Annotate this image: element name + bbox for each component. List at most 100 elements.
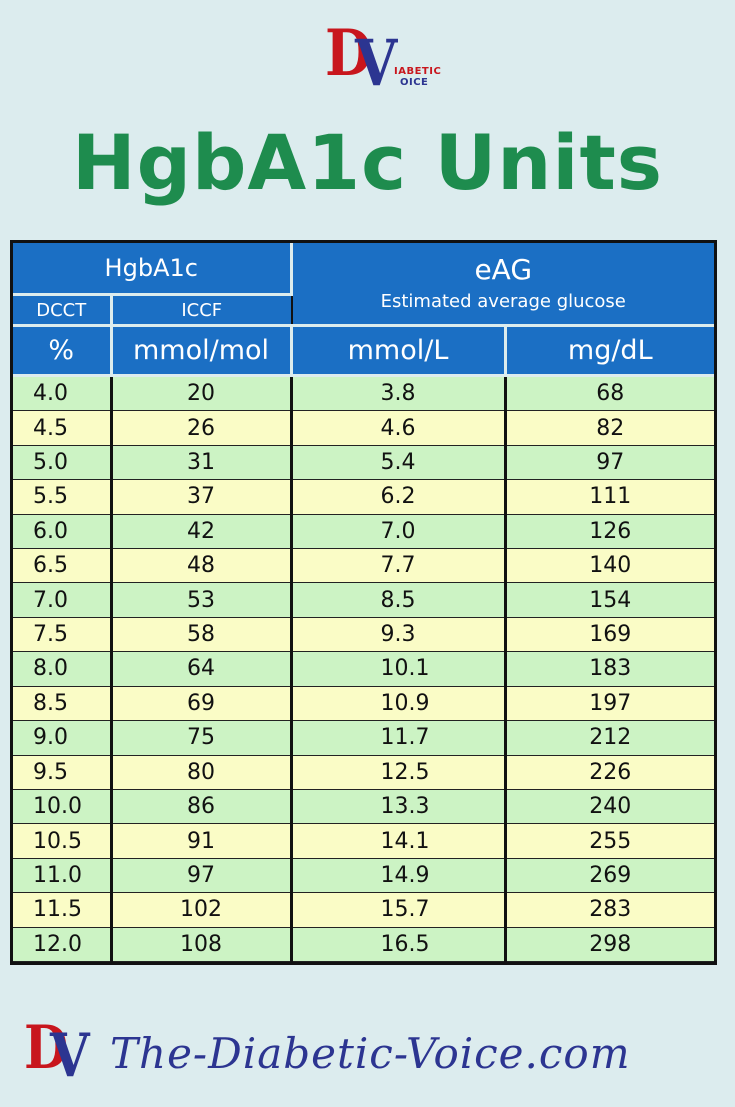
table-row: 11.5 102 15.7 283 [13, 892, 715, 928]
cell-eag-mg-dl: 97 [505, 445, 715, 481]
table-row: 4.0 20 3.8 68 [13, 375, 715, 412]
cell-hba1c-mmol-mol: 37 [111, 479, 293, 515]
cell-hba1c-mmol-mol: 20 [111, 375, 293, 412]
header-eag-title: eAG [474, 253, 533, 286]
footer-logo: D V [24, 1018, 104, 1090]
table-row: 11.0 97 14.9 269 [13, 858, 715, 894]
cell-hba1c-mmol-mol: 97 [111, 858, 293, 894]
unit-percent: % [13, 325, 113, 377]
cell-hba1c-percent: 4.0 [13, 375, 113, 412]
header-eag-subtitle: Estimated average glucose [380, 291, 626, 312]
cell-hba1c-percent: 10.0 [13, 789, 113, 825]
cell-eag-mg-dl: 169 [505, 617, 715, 653]
cell-hba1c-mmol-mol: 48 [111, 548, 293, 584]
cell-hba1c-mmol-mol: 108 [111, 927, 293, 963]
units-table: HgbA1c eAG Estimated average glucose DCC… [13, 243, 715, 963]
cell-eag-mg-dl: 212 [505, 720, 715, 756]
cell-eag-mg-dl: 68 [505, 375, 715, 412]
cell-hba1c-percent: 6.0 [13, 514, 113, 550]
unit-mmol-mol: mmol/mol [111, 325, 293, 377]
cell-eag-mmol-l: 11.7 [291, 720, 507, 756]
table-row: 5.0 31 5.4 97 [13, 445, 715, 481]
cell-hba1c-percent: 5.5 [13, 479, 113, 515]
cell-eag-mmol-l: 7.0 [291, 514, 507, 550]
table-row: 8.5 69 10.9 197 [13, 686, 715, 722]
cell-hba1c-percent: 4.5 [13, 410, 113, 446]
unit-mmol-l: mmol/L [291, 325, 507, 377]
cell-hba1c-mmol-mol: 75 [111, 720, 293, 756]
cell-hba1c-percent: 11.5 [13, 892, 113, 928]
table-body: 4.0 20 3.8 68 4.5 26 4.6 82 5.0 31 5.4 97 5.5 37 6.2 11… [13, 375, 715, 963]
table-row: 12.0 108 16.5 298 [13, 927, 715, 963]
cell-hba1c-mmol-mol: 64 [111, 651, 293, 687]
cell-eag-mmol-l: 13.3 [291, 789, 507, 825]
table-row: 9.0 75 11.7 212 [13, 720, 715, 756]
table-row: 5.5 37 6.2 111 [13, 479, 715, 515]
cell-eag-mmol-l: 14.1 [291, 823, 507, 859]
site-url: The-Diabetic-Voice.com [110, 1029, 631, 1078]
diabetic-voice-logo: D V IABETIC OICE [325, 16, 441, 106]
cell-eag-mg-dl: 82 [505, 410, 715, 446]
cell-eag-mmol-l: 8.5 [291, 582, 507, 618]
cell-hba1c-percent: 7.5 [13, 617, 113, 653]
cell-eag-mg-dl: 111 [505, 479, 715, 515]
units-table-frame: HgbA1c eAG Estimated average glucose DCC… [10, 240, 717, 965]
cell-hba1c-mmol-mol: 42 [111, 514, 293, 550]
table-row: 7.5 58 9.3 169 [13, 617, 715, 653]
logo-letter-v: V [355, 26, 398, 101]
header-iccf: ICCF [111, 294, 291, 327]
cell-eag-mmol-l: 14.9 [291, 858, 507, 894]
table-row: 10.0 86 13.3 240 [13, 789, 715, 825]
cell-hba1c-percent: 12.0 [13, 927, 113, 963]
cell-hba1c-mmol-mol: 80 [111, 755, 293, 790]
unit-mg-dl: mg/dL [505, 325, 715, 377]
table-row: 8.0 64 10.1 183 [13, 651, 715, 687]
cell-eag-mmol-l: 5.4 [291, 445, 507, 481]
header-eag: eAG Estimated average glucose [291, 243, 715, 327]
table-row: 7.0 53 8.5 154 [13, 582, 715, 618]
cell-hba1c-mmol-mol: 58 [111, 617, 293, 653]
cell-eag-mg-dl: 226 [505, 755, 715, 790]
cell-hba1c-percent: 11.0 [13, 858, 113, 894]
page-title: HgbA1c Units [71, 118, 664, 207]
table-row: 4.5 26 4.6 82 [13, 410, 715, 446]
header-dcct: DCCT [13, 294, 113, 327]
table-row: 6.5 48 7.7 140 [13, 548, 715, 584]
cell-eag-mg-dl: 197 [505, 686, 715, 722]
table-row: 10.5 91 14.1 255 [13, 823, 715, 859]
cell-hba1c-percent: 6.5 [13, 548, 113, 584]
cell-hba1c-mmol-mol: 53 [111, 582, 293, 618]
cell-eag-mmol-l: 4.6 [291, 410, 507, 446]
cell-eag-mmol-l: 3.8 [291, 375, 507, 412]
cell-hba1c-percent: 9.0 [13, 720, 113, 756]
cell-eag-mmol-l: 16.5 [291, 927, 507, 963]
cell-eag-mg-dl: 183 [505, 651, 715, 687]
cell-hba1c-percent: 8.5 [13, 686, 113, 722]
cell-eag-mg-dl: 154 [505, 582, 715, 618]
cell-eag-mmol-l: 6.2 [291, 479, 507, 515]
logo-wordmark-line2: OICE [400, 77, 429, 88]
cell-eag-mg-dl: 269 [505, 858, 715, 894]
cell-eag-mg-dl: 283 [505, 892, 715, 928]
table-row: 6.0 42 7.0 126 [13, 514, 715, 550]
footer-logo-letter-d: D [24, 1013, 69, 1083]
cell-eag-mmol-l: 12.5 [291, 755, 507, 790]
cell-eag-mg-dl: 240 [505, 789, 715, 825]
logo-wordmark-line1: IABETIC [394, 66, 442, 77]
footer-logo-letter-v: V [50, 1021, 90, 1091]
cell-hba1c-mmol-mol: 26 [111, 410, 293, 446]
cell-eag-mmol-l: 9.3 [291, 617, 507, 653]
cell-hba1c-mmol-mol: 86 [111, 789, 293, 825]
cell-hba1c-percent: 9.5 [13, 755, 113, 790]
logo-letter-d: D [325, 16, 373, 91]
cell-eag-mmol-l: 10.9 [291, 686, 507, 722]
cell-hba1c-mmol-mol: 31 [111, 445, 293, 481]
cell-hba1c-mmol-mol: 69 [111, 686, 293, 722]
cell-eag-mmol-l: 15.7 [291, 892, 507, 928]
cell-hba1c-percent: 10.5 [13, 823, 113, 859]
cell-eag-mg-dl: 255 [505, 823, 715, 859]
cell-hba1c-mmol-mol: 91 [111, 823, 293, 859]
cell-eag-mmol-l: 10.1 [291, 651, 507, 687]
cell-hba1c-mmol-mol: 102 [111, 892, 293, 928]
cell-eag-mmol-l: 7.7 [291, 548, 507, 584]
